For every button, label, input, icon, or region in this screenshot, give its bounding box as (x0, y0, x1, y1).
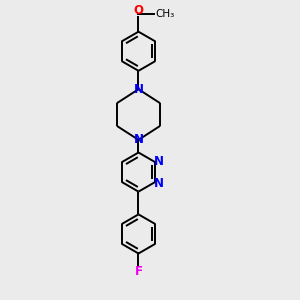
Text: N: N (134, 83, 143, 96)
Text: N: N (134, 134, 143, 146)
Text: CH₃: CH₃ (155, 9, 174, 19)
Text: F: F (134, 265, 142, 278)
Text: N: N (154, 154, 164, 168)
Text: N: N (154, 176, 164, 190)
Text: O: O (134, 4, 143, 17)
